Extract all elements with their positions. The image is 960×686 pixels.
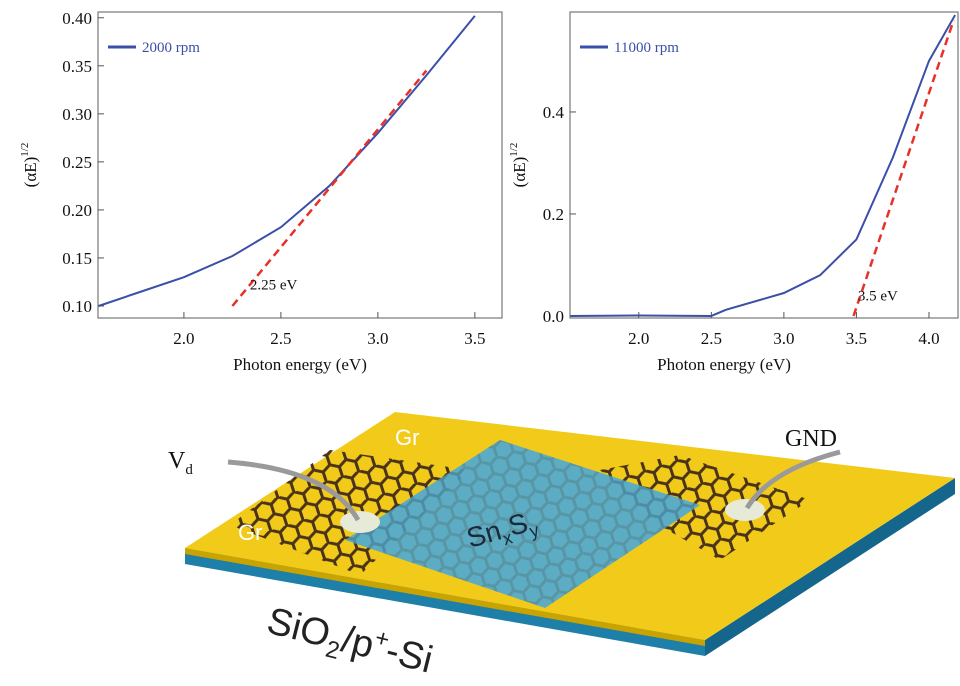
contact — [340, 511, 380, 533]
y-tick-label: 0.2 — [543, 205, 564, 224]
chart: 2.0 2.5 3.0 3.5 0.10 0.15 0.20 0.25 0.30 0.35 0.40… — [19, 9, 502, 374]
y-axis-label: (αE)1/2 — [508, 143, 529, 188]
plot-frame — [570, 12, 958, 318]
contact — [725, 499, 765, 521]
x-tick-label: 4.0 — [918, 329, 939, 348]
legend-label: 11000 rpm — [614, 40, 679, 56]
x-tick-label: 2.5 — [270, 329, 291, 348]
x-tick-label: 2.0 — [173, 329, 194, 348]
data-line — [571, 15, 956, 316]
device-diagram: Gr Gr Vd GND SnxSy SiO2/p+-Si — [168, 412, 955, 686]
x-tick-label: 3.5 — [846, 329, 867, 348]
x-tick-label: 3.0 — [367, 329, 388, 348]
label: SiO2/p+-Si — [261, 598, 437, 686]
y-axis-label-sup: 1/2 — [508, 143, 520, 157]
fit-line — [232, 71, 426, 306]
label: Gr — [395, 425, 419, 450]
y-tick-label: 0.40 — [62, 9, 92, 28]
y-tick-label: 0.35 — [62, 57, 92, 76]
chart: 2.0 2.5 3.0 3.5 4.0 0.0 0.2 0.4 Photon energy (e… — [508, 12, 958, 374]
y-tick-label: 0.4 — [543, 103, 565, 122]
y-tick-label: 0.15 — [62, 249, 92, 268]
label: GND — [785, 426, 837, 452]
x-axis-label: Photon energy (eV) — [657, 355, 791, 374]
y-tick-label: 0.0 — [543, 307, 564, 326]
x-tick-label: 2.0 — [628, 329, 649, 348]
data-line — [99, 16, 475, 306]
y-axis-label-sup: 1/2 — [19, 143, 31, 157]
x-tick-label: 3.5 — [464, 329, 485, 348]
y-tick-label: 0.20 — [62, 201, 92, 220]
label: Vd — [168, 448, 193, 478]
x-tick-label: 3.0 — [773, 329, 794, 348]
y-tick-label: 0.25 — [62, 153, 92, 172]
annotation: 2.25 eV — [250, 278, 298, 294]
y-tick-label: 0.10 — [62, 297, 92, 316]
y-axis-label-main: (αE) — [510, 157, 529, 188]
figure: Gr Gr Vd GND SnxSy SiO2/p+-Si 2.0 2.5 3.0 3… — [0, 0, 960, 686]
label: Gr — [238, 520, 262, 545]
fit-line — [854, 20, 954, 316]
y-tick-label: 0.30 — [62, 105, 92, 124]
legend-label: 2000 rpm — [142, 40, 200, 56]
annotation: 3.5 eV — [858, 289, 898, 305]
x-tick-label: 2.5 — [701, 329, 722, 348]
y-axis-label: (αE)1/2 — [19, 143, 40, 188]
y-axis-label-main: (αE) — [21, 157, 40, 188]
x-axis-label: Photon energy (eV) — [233, 355, 367, 374]
